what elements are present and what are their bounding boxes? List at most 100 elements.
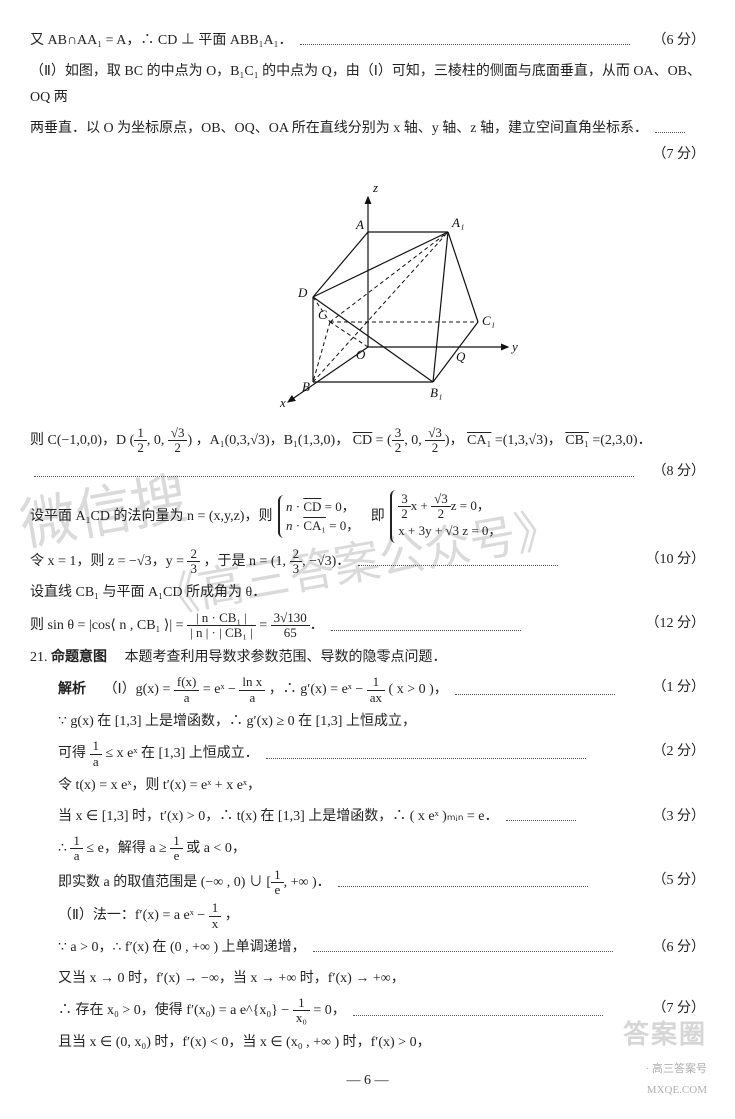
leader-dots <box>353 1006 603 1015</box>
brand-big: 答案圈 <box>623 1010 707 1059</box>
svg-text:B₁: B₁ <box>430 385 442 400</box>
frac: ln xa <box>239 675 265 705</box>
score-mark: （6 分） <box>653 28 706 55</box>
step-line: 又 AB∩AA₁ = A，∴ CD ⊥ 平面 ABB₁A₁． （6 分） <box>30 28 705 55</box>
leader-dots <box>266 750 586 759</box>
score-mark: （5 分） <box>653 868 706 895</box>
text: ∴ <box>58 841 70 856</box>
text: ， <box>225 908 239 923</box>
step-line: （Ⅱ）如图，取 BC 的中点为 O，B₁C₁ 的中点为 Q，由（Ⅰ）可知，三棱柱… <box>30 59 705 112</box>
frac: 32 <box>392 426 405 456</box>
text: ，A₁(0,3,√3)，B₁(1,3,0)， <box>196 433 350 448</box>
brace-left: n · CD = 0， n · CA₁ = 0， <box>278 495 365 538</box>
svg-text:B: B <box>302 379 310 394</box>
svg-text:Q: Q <box>456 349 466 364</box>
frac: 1e <box>271 868 284 898</box>
text: 则 sin θ = |cos⟨ n , CB₁ ⟩| = <box>30 618 187 633</box>
svg-text:D: D <box>297 285 308 300</box>
score-mark: （12 分） <box>646 611 706 638</box>
leader-dots <box>34 467 634 476</box>
text: 令 x = 1，则 z = −√3，y = <box>30 554 187 569</box>
frac: 1x <box>209 901 222 931</box>
q21-p7: 即实数 a 的取值范围是 (−∞ , 0) ∪ [1e, +∞ )． （5 分） <box>30 868 705 898</box>
score-mark: （10 分） <box>646 547 706 574</box>
frac: 23 <box>187 547 200 577</box>
frac: √32 <box>425 426 445 456</box>
q21-p11: ∴ 存在 x₀ > 0，使得 f′(x₀) = a e^{x₀} − 1x₀ =… <box>30 996 705 1026</box>
q21-p1: 解析 （Ⅰ）g(x) = f(x)a = eˣ − ln xa ，∴ g′(x)… <box>30 675 705 705</box>
system-line: 设平面 A₁CD 的法向量为 n = (x,y,z)，则 n · CD = 0，… <box>30 490 705 543</box>
text: 则 C(−1,0,0)，D <box>30 433 126 448</box>
leader-dots <box>313 943 613 952</box>
jiexi-label: 解析 <box>58 682 86 697</box>
frac: | n · CB₁ || n | · | CB₁ | <box>187 611 256 641</box>
frac: f(x)a <box>174 675 200 705</box>
svg-text:A₁: A₁ <box>451 215 464 230</box>
q21-p8: （Ⅱ）法一：f′(x) = a eˣ − 1x ， <box>30 901 705 931</box>
q21-p6: ∴ 1a ≤ e，解得 a ≥ 1e 或 a < 0， <box>30 834 705 864</box>
step-line: 设直线 CB₁ 与平面 A₁CD 所成角为 θ． <box>30 580 705 607</box>
text: ≤ e，解得 a ≥ <box>86 841 170 856</box>
vector-label: CB₁ <box>565 433 589 448</box>
leader-dots <box>358 557 558 566</box>
leader-dots <box>506 812 576 821</box>
svg-text:C: C <box>318 307 327 322</box>
svg-text:z: z <box>372 180 378 195</box>
prism-figure: zyx O BC AD B₁C₁ A₁Q <box>30 177 705 418</box>
coords-line: 则 C(−1,0,0)，D (12, 0, √32) ，A₁(0,3,√3)，B… <box>30 426 705 456</box>
q21-p4: 令 t(x) = x eˣ，则 t′(x) = eˣ + x eˣ， <box>30 773 705 800</box>
step-line: （8 分） <box>30 459 705 486</box>
frac: 23 <box>290 547 303 577</box>
score-mark: （2 分） <box>653 739 706 766</box>
leader-dots <box>338 878 588 887</box>
sin-line: 则 sin θ = |cos⟨ n , CB₁ ⟩| = | n · CB₁ |… <box>30 611 705 641</box>
q21-heading: 21. 命题意图 本题考查利用导数求参数范围、导数的隐零点问题． <box>30 645 705 672</box>
text: 两垂直．以 O 为坐标原点，OB、OQ、OA 所在直线分别为 x 轴、y 轴、z… <box>30 121 648 136</box>
frac: 1e <box>170 834 183 864</box>
frac: 1ax <box>367 675 385 705</box>
text: 可得 <box>58 746 90 761</box>
q21-p5: 当 x ∈ [1,3] 时，t′(x) > 0，∴ t(x) 在 [1,3] 上… <box>30 804 705 831</box>
text: （Ⅰ）g(x) = <box>104 682 174 697</box>
score-mark: （1 分） <box>653 675 706 702</box>
text: ≤ x eˣ 在 [1,3] 上恒成立． <box>106 746 259 761</box>
vector-label: CA₁ <box>467 433 491 448</box>
frac: √32 <box>168 426 188 456</box>
text: ∵ a > 0，∴ f′(x) 在 (0 , +∞ ) 上单调递增， <box>58 940 306 955</box>
frac: 1a <box>90 739 103 769</box>
leader-dots <box>455 685 615 694</box>
q21-p10: 又当 x → 0 时，f′(x) → −∞，当 x → +∞ 时，f′(x) →… <box>30 966 705 993</box>
svg-text:A: A <box>355 217 364 232</box>
text: ，于是 n = <box>203 554 270 569</box>
text: =(1,3,√3)， <box>495 433 562 448</box>
leader-dots <box>300 36 630 45</box>
vector-label: CD <box>353 433 372 448</box>
svg-text:O: O <box>356 347 366 362</box>
svg-text:y: y <box>510 339 518 354</box>
score-mark: （8 分） <box>653 459 706 486</box>
text: ，∴ g′(x) = eˣ − <box>269 682 367 697</box>
brand-site: MXQE.COM <box>647 1084 707 1096</box>
prism-svg: zyx O BC AD B₁C₁ A₁Q <box>218 177 518 407</box>
text: =(2,3,0)． <box>592 433 651 448</box>
q21-p9: ∵ a > 0，∴ f′(x) 在 (0 , +∞ ) 上单调递增， （6 分） <box>30 935 705 962</box>
text: 当 x ∈ [1,3] 时，t′(x) > 0，∴ t(x) 在 [1,3] 上… <box>58 809 499 824</box>
brand-logo: 答案圈 · 高三答案号 MXQE.COM <box>623 1010 707 1101</box>
text: 设平面 A₁CD 的法向量为 n = (x,y,z)，则 <box>30 509 272 524</box>
leader-dots <box>331 621 521 630</box>
score-mark: （3 分） <box>653 804 706 831</box>
score-mark: （7 分） <box>653 142 706 169</box>
text: 或 a < 0， <box>186 841 246 856</box>
q21-p12: 且当 x ∈ (0, x₀) 时，f′(x) < 0，当 x ∈ (x₀ , +… <box>30 1030 705 1057</box>
svg-text:x: x <box>279 395 286 407</box>
brand-small: · 高三答案号 <box>646 1063 707 1075</box>
frac: 1a <box>70 834 83 864</box>
val: 0 <box>154 433 161 448</box>
text: = <box>259 618 270 633</box>
text: ( x > 0 )， <box>389 682 448 697</box>
q21-p2: ∵ g(x) 在 [1,3] 上是增函数，∴ g′(x) ≥ 0 在 [1,3]… <box>30 709 705 736</box>
text: = eˣ − <box>203 682 240 697</box>
intent-label: 命题意图 <box>51 650 107 665</box>
frac: 1x₀ <box>293 996 310 1026</box>
text: 又 AB∩AA₁ = A，∴ CD ⊥ 平面 ABB₁A₁． <box>30 33 293 48</box>
